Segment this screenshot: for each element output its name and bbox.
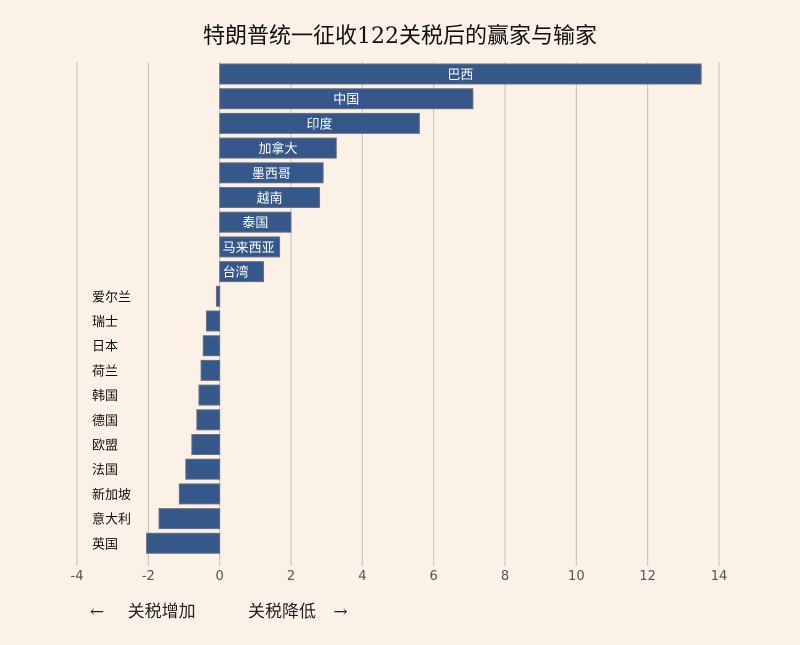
bar-label: 越南: [257, 191, 283, 207]
bar: [146, 532, 221, 554]
bar-label: 荷兰: [92, 364, 118, 379]
bar: [178, 483, 221, 505]
bar: [205, 310, 221, 332]
x-tick-label: 2: [287, 569, 295, 584]
bar: [219, 137, 337, 159]
left-arrow-icon: ←: [90, 602, 105, 622]
bar: [219, 236, 281, 258]
bar: [202, 335, 221, 357]
x-tick-label: 14: [711, 569, 728, 584]
tariff-increase-label: 关税增加: [127, 602, 196, 622]
bar-label: 韩国: [92, 389, 118, 404]
x-tick-label: -2: [142, 569, 155, 584]
bar-label: 印度: [307, 116, 333, 132]
bar: [158, 508, 221, 530]
x-tick-label: 12: [639, 569, 656, 584]
x-tick-label: 6: [430, 569, 438, 584]
bar: [191, 434, 221, 455]
bar-label: 墨西哥: [252, 167, 291, 182]
bar-label: 巴西: [447, 68, 473, 83]
bar-label: 泰国: [242, 216, 268, 231]
chart-title: 特朗普统一征收122关税后的赢家与输家: [203, 24, 597, 49]
bar-label: 爱尔兰: [92, 290, 131, 305]
bar-label: 德国: [92, 414, 118, 429]
bar-label: 欧盟: [92, 439, 118, 454]
bar: [219, 261, 265, 283]
bar-label: 新加坡: [92, 487, 131, 503]
bar-label: 马来西亚: [223, 241, 275, 256]
tariff-decrease-label: 关税降低: [248, 602, 316, 622]
bar: [219, 112, 420, 134]
x-tick-label: 10: [568, 569, 585, 584]
bar: [185, 458, 221, 480]
bar: [215, 285, 221, 307]
right-arrow-icon: →: [333, 602, 348, 622]
bar: [196, 409, 221, 431]
bar: [219, 211, 292, 233]
x-tick-label: 8: [501, 569, 509, 584]
bar: [219, 63, 702, 85]
bar: [200, 359, 221, 381]
bar: [219, 88, 474, 110]
tariff-increase-annotation: ← 关税增加: [90, 597, 196, 622]
x-tick-label: -4: [71, 569, 84, 584]
bar-label: 法国: [92, 463, 118, 478]
x-tick-label: 0: [216, 569, 224, 584]
bar: [219, 187, 321, 208]
bar-label: 中国: [333, 93, 359, 108]
bar-label: 加拿大: [258, 141, 297, 157]
bar-label: 英国: [92, 537, 118, 552]
bar-label: 意大利: [92, 512, 131, 528]
tariff-decrease-annotation: 关税降低 →: [248, 597, 348, 622]
bar-label: 日本: [92, 340, 118, 355]
bar-label: 台湾: [223, 265, 249, 281]
bar-label: 瑞士: [92, 315, 118, 330]
bar: [198, 384, 221, 406]
x-tick-label: 4: [358, 569, 366, 584]
bar: [219, 162, 324, 184]
